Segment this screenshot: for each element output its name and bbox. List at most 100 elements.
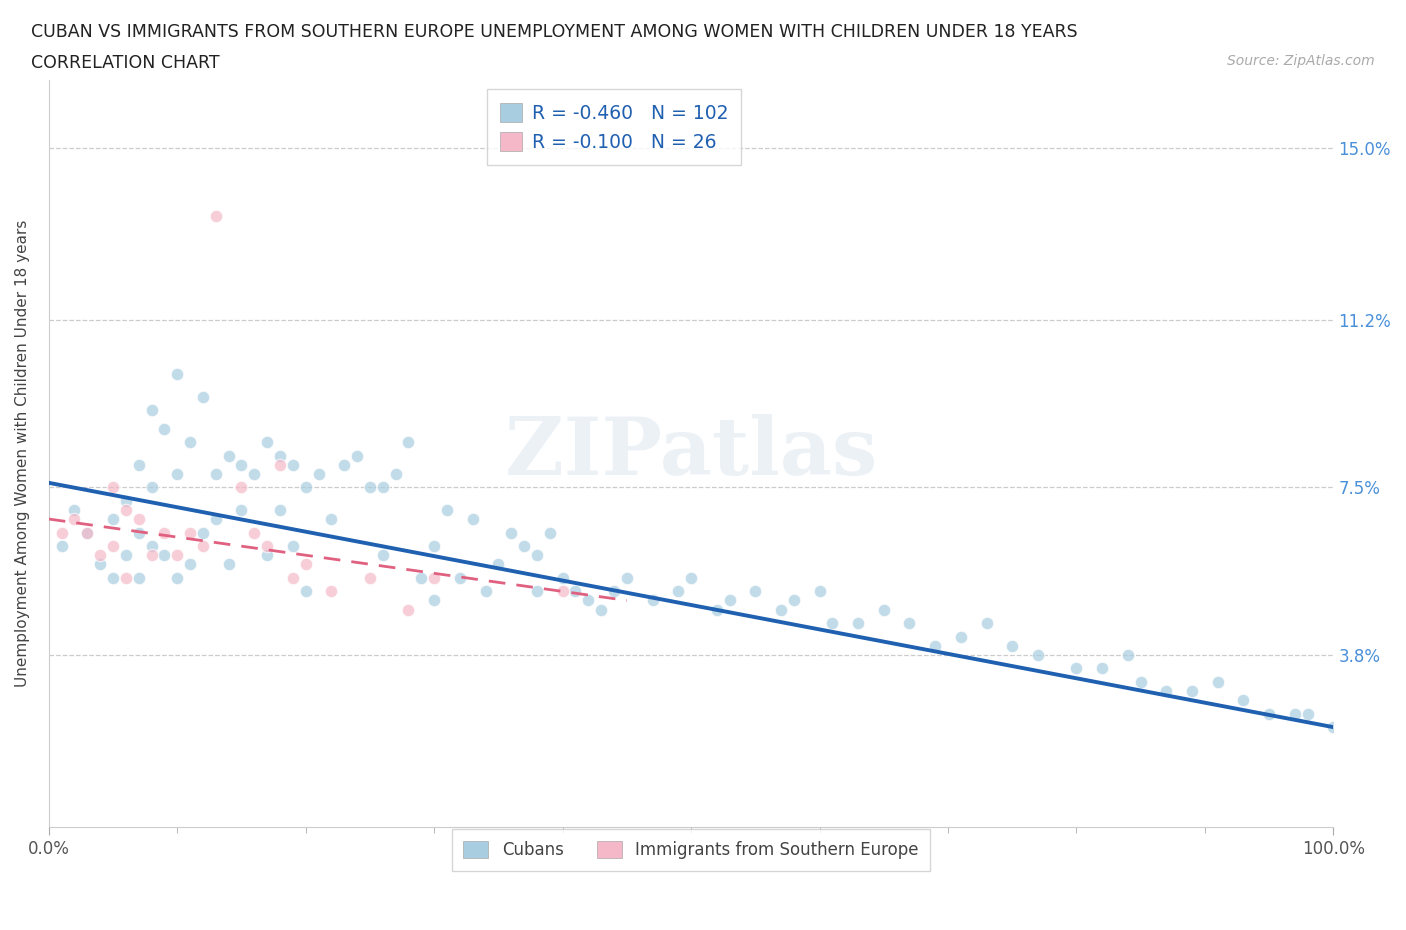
Point xyxy=(718,593,741,608)
Point xyxy=(591,602,613,617)
Point xyxy=(1116,647,1139,662)
Point xyxy=(269,502,291,517)
Point xyxy=(128,570,150,585)
Point xyxy=(191,390,214,405)
Legend: Cubans, Immigrants from Southern Europe: Cubans, Immigrants from Southern Europe xyxy=(451,830,931,870)
Text: ZIPatlas: ZIPatlas xyxy=(505,415,877,492)
Point xyxy=(141,480,163,495)
Point xyxy=(1361,706,1384,721)
Point xyxy=(1066,661,1088,676)
Point xyxy=(141,538,163,553)
Point xyxy=(191,525,214,540)
Point xyxy=(114,548,136,563)
Point xyxy=(333,458,356,472)
Point xyxy=(128,458,150,472)
Point xyxy=(486,557,509,572)
Point xyxy=(63,512,86,526)
Point xyxy=(321,584,343,599)
Y-axis label: Unemployment Among Women with Children Under 18 years: Unemployment Among Women with Children U… xyxy=(15,219,30,687)
Point xyxy=(641,593,664,608)
Point xyxy=(256,538,278,553)
Point xyxy=(423,538,446,553)
Point xyxy=(204,208,226,223)
Point xyxy=(76,525,98,540)
Point xyxy=(744,584,766,599)
Text: CUBAN VS IMMIGRANTS FROM SOUTHERN EUROPE UNEMPLOYMENT AMONG WOMEN WITH CHILDREN : CUBAN VS IMMIGRANTS FROM SOUTHERN EUROPE… xyxy=(31,23,1077,41)
Point xyxy=(179,557,201,572)
Point xyxy=(371,548,394,563)
Point xyxy=(141,548,163,563)
Point xyxy=(423,570,446,585)
Point xyxy=(359,480,381,495)
Point xyxy=(513,538,536,553)
Point xyxy=(153,421,176,436)
Point xyxy=(204,466,226,481)
Point xyxy=(1206,674,1229,689)
Point xyxy=(281,570,304,585)
Point xyxy=(128,525,150,540)
Point xyxy=(398,602,420,617)
Point xyxy=(821,616,844,631)
Point xyxy=(294,584,316,599)
Point xyxy=(128,512,150,526)
Point xyxy=(846,616,869,631)
Point xyxy=(1284,706,1306,721)
Point xyxy=(153,548,176,563)
Point xyxy=(1156,684,1178,698)
Point xyxy=(1232,693,1254,708)
Point xyxy=(898,616,921,631)
Point xyxy=(204,512,226,526)
Point xyxy=(706,602,728,617)
Point xyxy=(1348,684,1371,698)
Point xyxy=(526,548,548,563)
Point xyxy=(474,584,496,599)
Point xyxy=(526,584,548,599)
Point xyxy=(436,502,458,517)
Point xyxy=(346,448,368,463)
Point xyxy=(924,638,946,653)
Point xyxy=(294,480,316,495)
Point xyxy=(89,557,111,572)
Point xyxy=(1129,674,1152,689)
Point xyxy=(294,557,316,572)
Point xyxy=(231,458,253,472)
Point xyxy=(166,548,188,563)
Point xyxy=(101,570,124,585)
Point xyxy=(243,525,266,540)
Point xyxy=(616,570,638,585)
Point xyxy=(1334,693,1357,708)
Point xyxy=(141,403,163,418)
Point xyxy=(321,512,343,526)
Point xyxy=(976,616,998,631)
Point xyxy=(231,502,253,517)
Point xyxy=(398,434,420,449)
Point xyxy=(179,434,201,449)
Point xyxy=(191,538,214,553)
Point xyxy=(873,602,896,617)
Point xyxy=(114,570,136,585)
Point xyxy=(166,366,188,381)
Point xyxy=(808,584,831,599)
Point xyxy=(1296,706,1319,721)
Point xyxy=(281,538,304,553)
Point xyxy=(269,448,291,463)
Point xyxy=(256,434,278,449)
Text: CORRELATION CHART: CORRELATION CHART xyxy=(31,54,219,72)
Point xyxy=(1258,706,1281,721)
Point xyxy=(101,480,124,495)
Point xyxy=(666,584,689,599)
Point xyxy=(564,584,586,599)
Point xyxy=(681,570,703,585)
Point xyxy=(423,593,446,608)
Point xyxy=(281,458,304,472)
Point xyxy=(269,458,291,472)
Point xyxy=(218,448,240,463)
Point xyxy=(949,630,972,644)
Point xyxy=(551,584,574,599)
Point xyxy=(166,570,188,585)
Point xyxy=(308,466,330,481)
Point xyxy=(783,593,806,608)
Point xyxy=(63,502,86,517)
Point xyxy=(1026,647,1049,662)
Point xyxy=(101,538,124,553)
